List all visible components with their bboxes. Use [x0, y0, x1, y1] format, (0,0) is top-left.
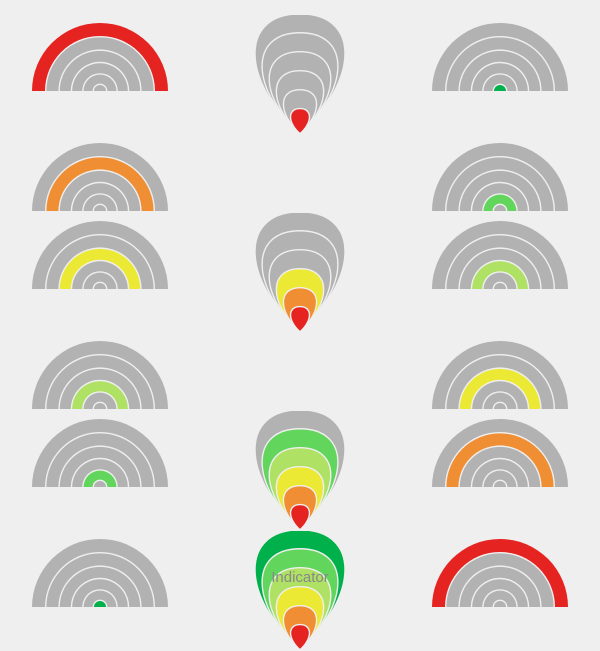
gauge-right-4 [400, 333, 600, 411]
gauge-right-1 [400, 15, 600, 135]
teardrop-2 [200, 213, 400, 333]
gauge-left-3 [0, 213, 200, 333]
caption-label: Indicator [271, 569, 329, 586]
teardrop-4 [200, 531, 400, 651]
gauge-left-5 [0, 411, 200, 531]
empty-4 [200, 333, 400, 411]
gauge-right-2 [400, 135, 600, 213]
gauge-left-1 [0, 15, 200, 135]
gauge-left-2 [0, 135, 200, 213]
teardrop-1 [200, 15, 400, 135]
gauge-right-6 [400, 531, 600, 651]
gauge-left-6 [0, 531, 200, 651]
gauge-right-5 [400, 411, 600, 531]
gauge-left-4 [0, 333, 200, 411]
empty-2 [200, 135, 400, 213]
gauge-right-3 [400, 213, 600, 333]
teardrop-3 [200, 411, 400, 531]
indicator-grid [0, 0, 600, 570]
